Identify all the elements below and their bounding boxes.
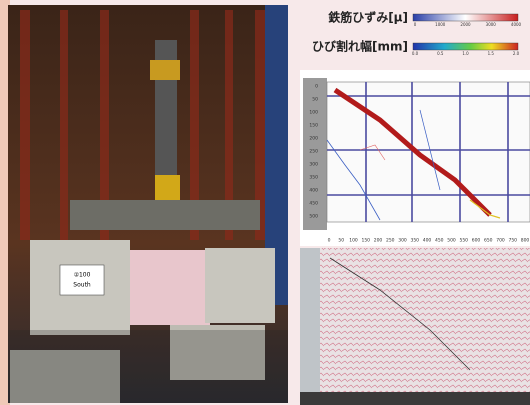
colorbar-tick: 2.0 — [513, 51, 520, 56]
y-tick-label: 500 — [309, 214, 318, 220]
x-tick-label: 300 — [398, 238, 407, 244]
specimen-label: South — [73, 282, 91, 289]
y-tick-label: 400 — [309, 188, 318, 194]
x-tick-label: 800 — [521, 238, 530, 244]
y-tick-label: 450 — [309, 201, 318, 207]
x-tick-label: 650 — [484, 238, 493, 244]
y-tick-label: 0 — [315, 84, 318, 90]
strain-diagram — [300, 70, 530, 246]
y-tick-label: 200 — [309, 136, 318, 142]
colorbar-tick: 1000 — [435, 22, 446, 27]
legend-label: ひび割れ幅[mm] — [312, 39, 408, 54]
colorbar-tick: 1.0 — [462, 51, 469, 56]
x-tick-label: 350 — [410, 238, 419, 244]
x-tick-label: 700 — [496, 238, 505, 244]
x-tick-label: 450 — [435, 238, 444, 244]
x-tick-label: 100 — [349, 238, 358, 244]
y-tick-label: 50 — [312, 97, 318, 103]
y-tick-label: 350 — [309, 175, 318, 181]
crack-colorbar — [412, 42, 519, 51]
crack-photo — [300, 248, 530, 405]
strain-colorbar — [412, 13, 519, 22]
x-tick-label: 600 — [472, 238, 481, 244]
colorbar-tick: 3000 — [486, 22, 497, 27]
y-tick-label: 150 — [309, 123, 318, 129]
colorbar-tick: 0.5 — [437, 51, 444, 56]
x-tick-label: 0 — [328, 238, 331, 244]
colorbar-tick: 0.0 — [412, 51, 419, 56]
x-tick-label: 200 — [374, 238, 383, 244]
test-photo — [0, 0, 288, 405]
x-tick-label: 500 — [447, 238, 456, 244]
colorbar-tick: 0 — [414, 22, 417, 27]
y-tick-label: 100 — [309, 110, 318, 116]
colorbar-tick: 1.5 — [488, 51, 495, 56]
x-tick-label: 400 — [423, 238, 432, 244]
legend-label: 鉄筋ひずみ[μ] — [328, 10, 408, 25]
x-tick-label: 150 — [361, 238, 370, 244]
specimen-label: ②100 — [74, 272, 91, 279]
x-tick-label: 550 — [459, 238, 468, 244]
colorbar-tick: 4000 — [511, 22, 522, 27]
x-tick-label: 50 — [338, 238, 344, 244]
x-tick-label: 750 — [508, 238, 517, 244]
x-tick-label: 250 — [386, 238, 395, 244]
y-tick-label: 250 — [309, 149, 318, 155]
colorbar-tick: 2000 — [460, 22, 471, 27]
y-tick-label: 300 — [309, 162, 318, 168]
